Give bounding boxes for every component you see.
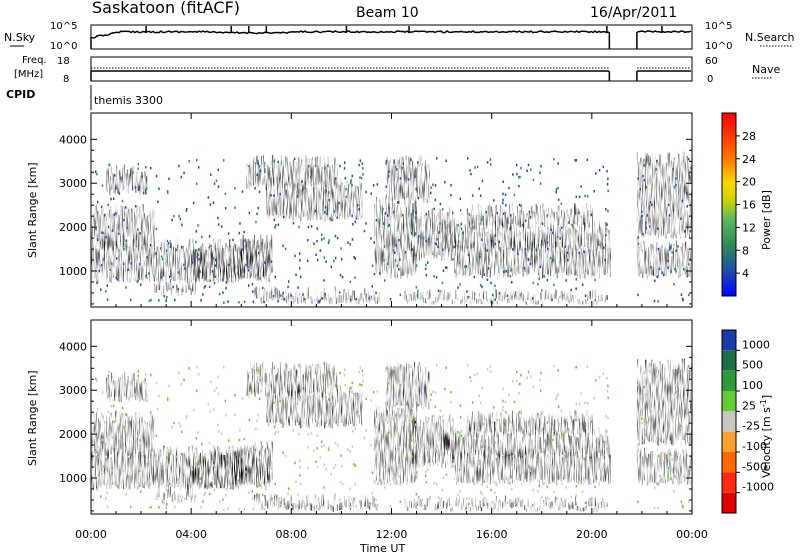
colorbar-segment <box>722 452 736 473</box>
power-blob <box>106 164 148 196</box>
nsky-series <box>90 30 692 49</box>
velocity-blob <box>441 427 610 460</box>
xtick-label: 20:00 <box>576 528 608 541</box>
power-blob <box>266 177 363 222</box>
power-blob <box>454 238 611 279</box>
freq-label: Freq. <box>22 55 47 66</box>
colorbar-segment <box>722 330 736 351</box>
colorbar-tick-label: -100 <box>742 440 767 453</box>
power-blob <box>231 234 273 279</box>
colorbar-segment <box>722 472 736 493</box>
power-colorbar-label: Power [dB] <box>760 190 773 250</box>
nave-tick-top: 60 <box>705 56 718 67</box>
ytick-label: 2000 <box>59 221 87 234</box>
nsky-panel: N.Sky 10^5 10^0 10^5 10^0 N.Search <box>4 21 795 52</box>
velocity-blob <box>636 358 692 446</box>
power-blob <box>466 203 593 231</box>
colorbar-frame <box>721 329 737 514</box>
power-speckles <box>95 157 692 304</box>
colorbar-tick-label: 100 <box>742 379 763 392</box>
velocity-blob <box>636 445 692 486</box>
power-blob <box>246 154 338 191</box>
velocity-blob <box>253 493 381 512</box>
xtick-label: 08:00 <box>275 528 307 541</box>
colorbar-tick-label: 500 <box>742 359 763 372</box>
colorbar-tick-label: -1000 <box>742 481 774 494</box>
time-axis-label: Time UT <box>359 542 405 554</box>
power-panel: 1000 2000 3000 4000 Slant Range [km] <box>26 112 693 308</box>
colorbar-tick-label: 4 <box>742 267 749 280</box>
power-blob <box>636 151 692 239</box>
beam-label: Beam 10 <box>356 5 419 21</box>
freq-tick-top: 18 <box>57 56 70 67</box>
nave-tick-bottom: 0 <box>707 74 713 85</box>
colorbar-tick-label: 12 <box>742 221 756 234</box>
power-ylabel: Slant Range [km] <box>26 162 39 258</box>
nsearch-tick-bottom: 10^0 <box>705 41 732 52</box>
power-blob <box>386 155 430 205</box>
colorbar-tick-label: 24 <box>742 153 756 166</box>
velocity-blob <box>153 484 197 504</box>
ytick-label: 1000 <box>59 265 87 278</box>
time-axis: 00:00 04:00 08:00 12:00 16:00 20:00 00:00 <box>75 113 708 541</box>
freq-series <box>90 70 691 81</box>
ytick-label: 3000 <box>59 177 87 190</box>
velocity-panel: 1000 2000 3000 4000 Slant Range [km] <box>26 319 693 515</box>
velocity-ylabel: Slant Range [km] <box>26 370 39 466</box>
ytick-label: 3000 <box>59 384 87 397</box>
colorbar-tick-label: -25 <box>742 420 760 433</box>
colorbar-segment <box>722 350 736 371</box>
velocity-blob <box>404 495 606 512</box>
ytick-label: 1000 <box>59 472 87 485</box>
power-blob <box>253 286 381 305</box>
cpid-label: CPID <box>6 88 35 101</box>
ytick-label: 2000 <box>59 428 87 441</box>
colorbar-tick-label: 28 <box>742 130 756 143</box>
nsky-label: N.Sky <box>4 31 36 44</box>
colorbar-tick-label: 1000 <box>742 338 770 351</box>
velocity-colorbar-label: Velocity [m s-1] <box>759 395 773 478</box>
colorbar-tick-label: 16 <box>742 199 756 212</box>
date-label: 16/Apr/2011 <box>590 5 677 21</box>
ytick-label: 4000 <box>59 133 87 146</box>
colorbar-segment <box>722 370 736 391</box>
power-blob <box>153 277 197 297</box>
freq-tick-bottom: 8 <box>63 74 69 85</box>
nsearch-tick-top: 10^5 <box>705 21 732 32</box>
colorbar-segment <box>722 492 736 513</box>
velocity-blob <box>231 441 273 486</box>
ytick-label: 4000 <box>59 340 87 353</box>
colorbar-tick-label: 8 <box>742 244 749 257</box>
velocity-speckles <box>95 364 692 511</box>
nsky-tick-top: 10^5 <box>50 21 77 32</box>
freq-panel: Freq. [MHz] 18 8 60 0 Nave <box>14 55 780 85</box>
power-colorbar: 4 8 12 16 20 24 28 Power [dB] <box>721 112 773 297</box>
power-blob <box>404 288 606 305</box>
colorbar-segment <box>722 431 736 452</box>
xtick-label: 12:00 <box>376 528 408 541</box>
colorbar-tick-label: 20 <box>742 176 756 189</box>
freq-unit-label: [MHz] <box>14 69 43 80</box>
nsearch-label: N.Search <box>745 31 795 44</box>
xtick-label: 16:00 <box>476 528 508 541</box>
cpid-value: themis 3300 <box>94 94 163 107</box>
velocity-blob <box>266 384 363 429</box>
velocity-colorbar: 1000 500 100 25 -25 -100 -500 -1000 Velocity [m… <box>721 329 774 514</box>
nave-label: Nave <box>752 63 780 76</box>
power-blob <box>636 238 692 279</box>
plot-title: Saskatoon (fitACF) <box>92 0 240 17</box>
velocity-blob <box>106 371 148 403</box>
colorbar-segment <box>722 411 736 432</box>
xtick-label: 00:00 <box>676 528 708 541</box>
colorbar-tick-label: 25 <box>742 399 756 412</box>
velocity-blob <box>91 410 155 460</box>
colorbar-segment <box>722 391 736 412</box>
xtick-label: 04:00 <box>175 528 207 541</box>
colorbar-tick-label: -500 <box>742 460 767 473</box>
xtick-label: 00:00 <box>75 528 107 541</box>
nsky-tick-bottom: 10^0 <box>50 41 77 52</box>
power-blob <box>91 203 155 253</box>
